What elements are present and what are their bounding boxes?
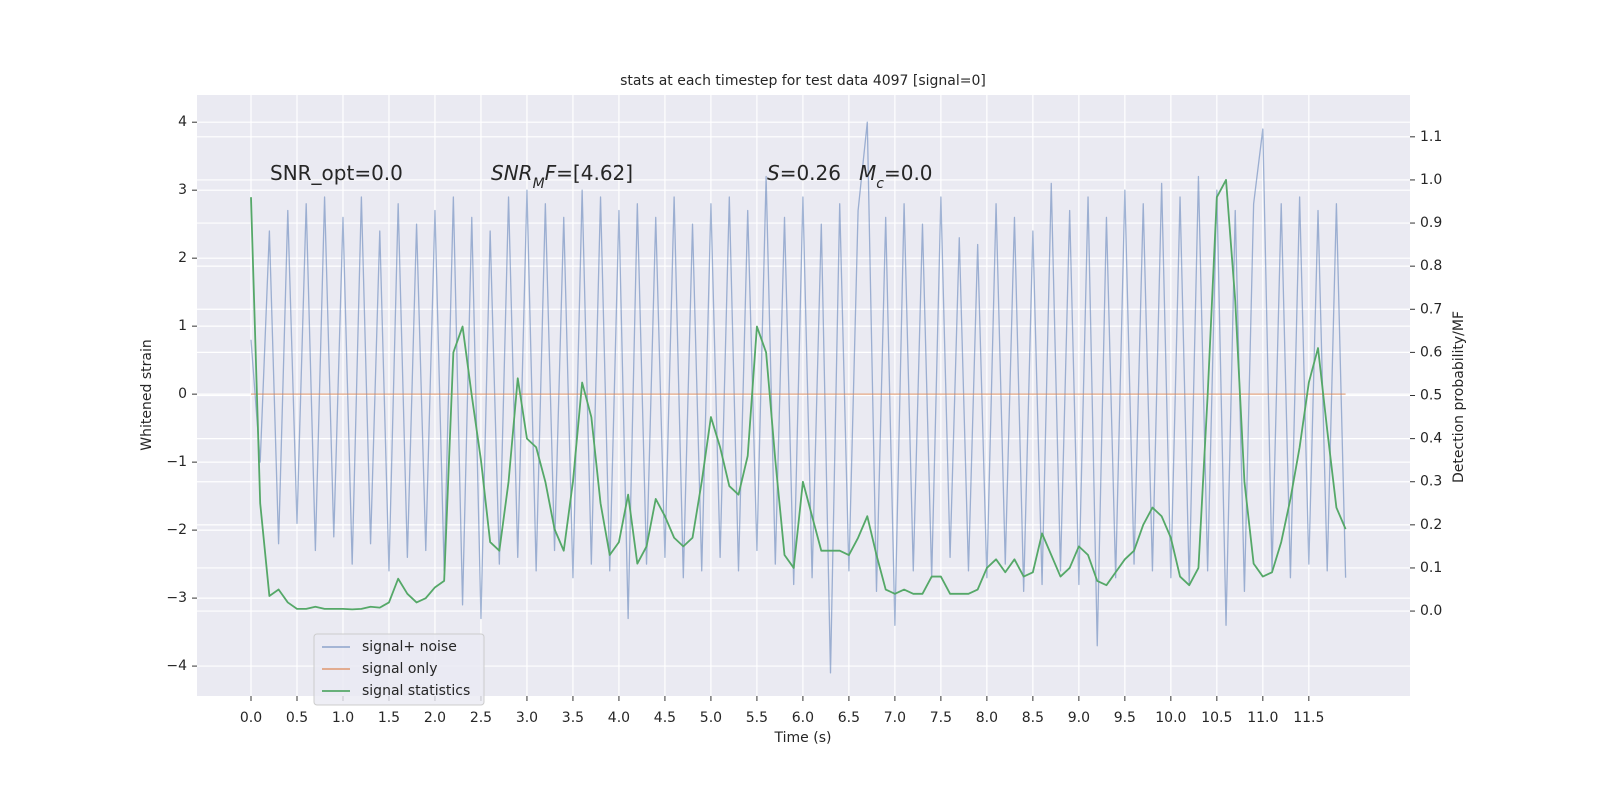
annotation-part: F bbox=[545, 161, 557, 185]
x-tick-label: 2.5 bbox=[470, 710, 492, 726]
y2-tick-label: 0.7 bbox=[1420, 301, 1442, 317]
y-tick-label: −2 bbox=[166, 522, 187, 538]
y-axis-label: Whitened strain bbox=[139, 339, 155, 450]
y-tick-label: 2 bbox=[178, 250, 187, 266]
y-tick-label: −1 bbox=[166, 454, 187, 470]
annotation-part: M bbox=[533, 176, 545, 192]
y2-tick-label: 0.1 bbox=[1420, 560, 1442, 576]
chart-title: stats at each timestep for test data 409… bbox=[620, 73, 986, 89]
x-tick-label: 9.5 bbox=[1114, 710, 1136, 726]
x-tick-label: 1.0 bbox=[332, 710, 354, 726]
x-tick-label: 9.0 bbox=[1068, 710, 1090, 726]
x-tick-label: 3.5 bbox=[562, 710, 584, 726]
x-tick-label: 7.5 bbox=[930, 710, 952, 726]
series-line bbox=[250, 179, 1347, 611]
legend-label: signal only bbox=[362, 661, 437, 677]
y2-axis-label: Detection probability/MF bbox=[1451, 311, 1467, 483]
y2-tick-label: 0.5 bbox=[1420, 388, 1442, 404]
x-tick-label: 7.0 bbox=[884, 710, 906, 726]
y-tick-label: 0 bbox=[178, 386, 187, 402]
x-tick-label: 0.5 bbox=[286, 710, 308, 726]
annotation-part: =0.0 bbox=[884, 161, 933, 185]
legend: signal+ noise signal only signal statistic… bbox=[313, 633, 485, 706]
x-axis-label: Time (s) bbox=[774, 730, 832, 746]
annotation-part: c bbox=[876, 176, 884, 192]
y-tick-label: 4 bbox=[178, 114, 187, 130]
x-tick-label: 1.5 bbox=[378, 710, 400, 726]
y2-tick-label: 0.6 bbox=[1420, 344, 1442, 360]
y2-tick-label: 1.0 bbox=[1420, 172, 1442, 188]
x-tick-label: 4.0 bbox=[608, 710, 630, 726]
x-tick-label: 4.5 bbox=[654, 710, 676, 726]
x-tick-label: 3.0 bbox=[516, 710, 538, 726]
annotation-part: M bbox=[859, 161, 876, 185]
x-tick-label: 10.0 bbox=[1155, 710, 1186, 726]
y2-tick-label: 0.0 bbox=[1420, 603, 1442, 619]
legend-frame bbox=[313, 633, 485, 706]
y2-tick-label: 0.9 bbox=[1420, 215, 1442, 231]
y2-tick-label: 0.8 bbox=[1420, 258, 1442, 274]
x-tick-label: 11.0 bbox=[1247, 710, 1278, 726]
x-tick-label: 8.5 bbox=[1022, 710, 1044, 726]
x-tick-label: 6.0 bbox=[792, 710, 814, 726]
annotation-part: =[4.62] bbox=[556, 161, 633, 185]
annotation-part: SNR bbox=[491, 161, 533, 185]
y2-tick-label: 0.3 bbox=[1420, 474, 1442, 490]
annotation: S=0.26 bbox=[767, 161, 841, 185]
x-tick-label: 8.0 bbox=[976, 710, 998, 726]
y-tick-label: −4 bbox=[166, 658, 187, 674]
legend-label: signal+ noise bbox=[362, 639, 457, 655]
annotation-part: SNR_opt=0.0 bbox=[270, 161, 403, 185]
legend-label: signal statistics bbox=[362, 683, 470, 699]
y2-tick-label: 0.4 bbox=[1420, 431, 1442, 447]
y2-tick-label: 1.1 bbox=[1420, 129, 1442, 145]
annotation: SNRMF=[4.62] bbox=[491, 161, 633, 192]
annotation: Mc=0.0 bbox=[859, 161, 933, 192]
annotation-part: =0.26 bbox=[780, 161, 841, 185]
x-tick-label: 0.0 bbox=[240, 710, 262, 726]
annotation-part: S bbox=[767, 161, 780, 185]
x-tick-label: 11.5 bbox=[1293, 710, 1324, 726]
x-tick-label: 10.5 bbox=[1201, 710, 1232, 726]
y-tick-label: 3 bbox=[178, 182, 187, 198]
x-tick-label: 6.5 bbox=[838, 710, 860, 726]
x-tick-label: 2.0 bbox=[424, 710, 446, 726]
x-tick-label: 5.0 bbox=[700, 710, 722, 726]
y2-tick-label: 0.2 bbox=[1420, 517, 1442, 533]
y-tick-label: 1 bbox=[178, 318, 187, 334]
annotation: SNR_opt=0.0 bbox=[270, 161, 403, 185]
series-line bbox=[250, 121, 1347, 674]
y-tick-label: −3 bbox=[166, 590, 187, 606]
x-tick-label: 5.5 bbox=[746, 710, 768, 726]
